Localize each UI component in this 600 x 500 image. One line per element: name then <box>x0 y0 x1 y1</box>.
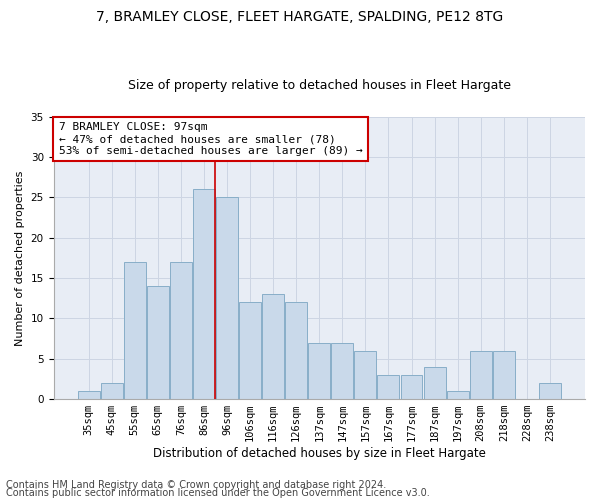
Bar <box>446 391 469 399</box>
Bar <box>285 302 307 399</box>
Bar <box>193 190 215 399</box>
X-axis label: Distribution of detached houses by size in Fleet Hargate: Distribution of detached houses by size … <box>153 447 486 460</box>
Text: Contains public sector information licensed under the Open Government Licence v3: Contains public sector information licen… <box>6 488 430 498</box>
Bar <box>377 375 400 399</box>
Bar <box>262 294 284 399</box>
Y-axis label: Number of detached properties: Number of detached properties <box>15 170 25 346</box>
Bar <box>401 375 422 399</box>
Bar <box>101 383 122 399</box>
Bar <box>147 286 169 399</box>
Text: 7 BRAMLEY CLOSE: 97sqm
← 47% of detached houses are smaller (78)
53% of semi-det: 7 BRAMLEY CLOSE: 97sqm ← 47% of detached… <box>59 122 362 156</box>
Bar <box>470 350 491 399</box>
Bar <box>308 342 330 399</box>
Bar <box>216 198 238 399</box>
Bar <box>124 262 146 399</box>
Bar <box>493 350 515 399</box>
Bar <box>355 350 376 399</box>
Bar <box>331 342 353 399</box>
Bar <box>77 391 100 399</box>
Bar <box>539 383 561 399</box>
Text: Contains HM Land Registry data © Crown copyright and database right 2024.: Contains HM Land Registry data © Crown c… <box>6 480 386 490</box>
Bar <box>239 302 261 399</box>
Title: Size of property relative to detached houses in Fleet Hargate: Size of property relative to detached ho… <box>128 79 511 92</box>
Bar <box>424 367 446 399</box>
Bar <box>170 262 192 399</box>
Text: 7, BRAMLEY CLOSE, FLEET HARGATE, SPALDING, PE12 8TG: 7, BRAMLEY CLOSE, FLEET HARGATE, SPALDIN… <box>97 10 503 24</box>
